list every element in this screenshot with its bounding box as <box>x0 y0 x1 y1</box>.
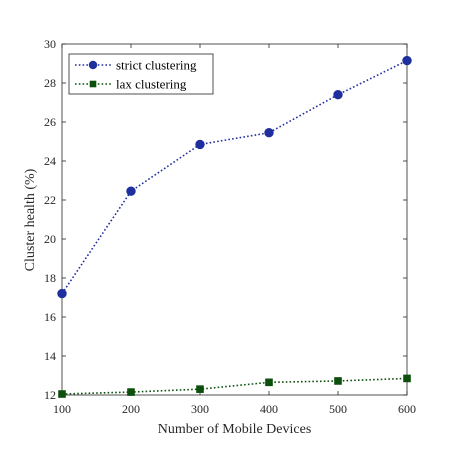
y-tick-label: 22 <box>44 193 56 207</box>
data-point <box>333 90 343 100</box>
data-point <box>264 128 274 138</box>
x-tick-label: 100 <box>53 402 71 416</box>
series <box>57 55 412 398</box>
y-tick-label: 16 <box>44 310 56 324</box>
y-tick-label: 24 <box>44 154 56 168</box>
y-tick-label: 30 <box>44 37 56 51</box>
legend-entry: lax clustering <box>75 77 187 92</box>
x-axis-label: Number of Mobile Devices <box>158 422 312 437</box>
data-point <box>265 378 273 387</box>
legend-marker <box>88 60 98 70</box>
y-tick-label: 20 <box>44 232 56 246</box>
legend-box <box>68 53 214 95</box>
x-tick-label: 200 <box>122 402 140 416</box>
x-tick-label: 500 <box>329 402 347 416</box>
data-point <box>127 388 135 396</box>
data-point <box>58 390 66 398</box>
series-strict-clustering <box>57 55 412 299</box>
data-point <box>402 55 412 66</box>
data-point <box>195 139 205 150</box>
y-tick-label: 28 <box>44 76 56 90</box>
y-axis-label: Cluster health (%) <box>23 168 38 271</box>
y-tick-label: 12 <box>44 388 56 402</box>
y-tick-label: 26 <box>44 115 56 129</box>
series-line <box>61 59 408 295</box>
legend-marker <box>89 80 97 88</box>
legend-entries: strict clustering lax clustering <box>75 58 197 92</box>
y-tick-label: 14 <box>44 349 56 363</box>
x-tick-label: 300 <box>191 402 209 416</box>
ticks: 100 200 300 400 500 600 12 14 16 18 20 22 24 26 28 30 <box>44 37 416 416</box>
data-point <box>334 377 342 385</box>
axes <box>61 43 408 396</box>
series-lax-clustering <box>58 374 411 398</box>
data-point <box>196 385 204 393</box>
data-point <box>126 186 136 196</box>
data-point <box>57 288 67 299</box>
legend-label: lax clustering <box>116 77 187 92</box>
data-point <box>403 374 411 383</box>
series-line <box>61 377 408 395</box>
plot-area-frame <box>61 43 408 396</box>
legend-label: strict clustering <box>116 58 197 73</box>
legend: strict clustering lax clustering <box>68 53 214 95</box>
x-tick-label: 400 <box>260 402 278 416</box>
x-tick-label: 600 <box>398 402 416 416</box>
y-tick-label: 18 <box>44 271 56 285</box>
legend-entry: strict clustering <box>75 58 197 73</box>
